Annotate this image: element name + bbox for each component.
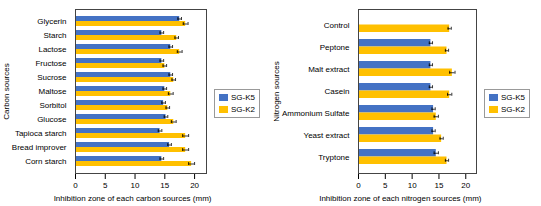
svg-text:Yeast extract: Yeast extract <box>304 131 351 140</box>
svg-text:15: 15 <box>160 181 169 190</box>
html-text:SG-K2: SG-K2 <box>501 104 525 114</box>
svg-text:0: 0 <box>73 181 78 190</box>
svg-text:Peptone: Peptone <box>320 43 350 52</box>
svg-text:Glycerin: Glycerin <box>37 17 66 26</box>
html-text:SG-K5: SG-K5 <box>231 92 255 102</box>
html-text:SG-K2: SG-K2 <box>231 104 255 114</box>
svg-text:Corn starch: Corn starch <box>25 157 66 166</box>
svg-text:Sucrose: Sucrose <box>37 73 67 82</box>
svg-text:Inhibition zone of each nitrog: Inhibition zone of each nitrogen sources… <box>319 194 482 203</box>
svg-text:20: 20 <box>190 181 199 190</box>
svg-text:5: 5 <box>103 181 108 190</box>
svg-text:Casein: Casein <box>325 87 350 96</box>
svg-text:Control: Control <box>324 21 350 30</box>
svg-text:20: 20 <box>461 181 470 190</box>
svg-text:0: 0 <box>356 181 361 190</box>
svg-text:5: 5 <box>383 181 388 190</box>
svg-text:Tryptone: Tryptone <box>318 153 350 162</box>
svg-text:Bread improver: Bread improver <box>12 143 67 152</box>
svg-text:10: 10 <box>408 181 417 190</box>
svg-text:15: 15 <box>435 181 444 190</box>
svg-text:Lactose: Lactose <box>38 45 67 54</box>
svg-text:Inhibition zone of each carbon: Inhibition zone of each carbon sources (… <box>54 194 212 203</box>
svg-text:10: 10 <box>131 181 140 190</box>
svg-text:Glucose: Glucose <box>37 115 67 124</box>
svg-text:Ammonium Sulfate: Ammonium Sulfate <box>282 109 350 118</box>
html-text:SG-K5: SG-K5 <box>501 92 525 102</box>
svg-text:Sorbitol: Sorbitol <box>39 101 66 110</box>
svg-text:Starch: Starch <box>43 31 66 40</box>
svg-text:Carbon sources: Carbon sources <box>2 63 11 119</box>
svg-text:Tapioca starch: Tapioca starch <box>15 129 67 138</box>
svg-text:Nitrogen sources: Nitrogen sources <box>272 61 281 121</box>
svg-text:Fructose: Fructose <box>35 59 67 68</box>
svg-text:Maltose: Maltose <box>38 87 67 96</box>
svg-text:Malt extract: Malt extract <box>308 65 350 74</box>
